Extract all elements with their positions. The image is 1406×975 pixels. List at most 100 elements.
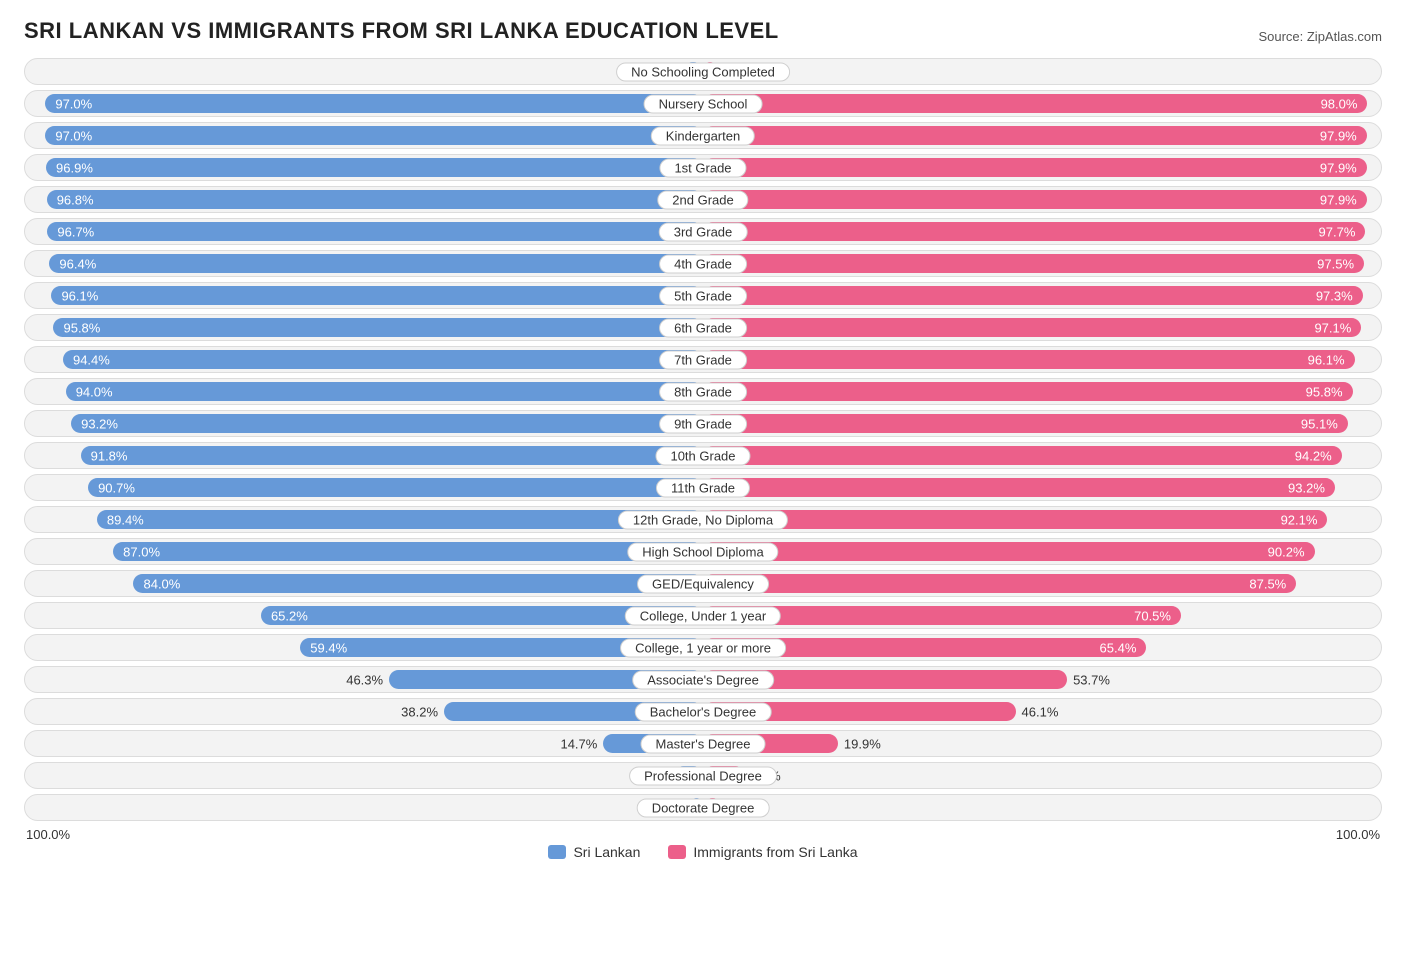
category-label: Nursery School (644, 94, 763, 113)
legend-label-left: Sri Lankan (573, 844, 640, 860)
chart-row: 97.0%98.0%Nursery School (24, 90, 1382, 117)
bar-left (81, 446, 703, 465)
pct-right: 97.3% (1316, 288, 1353, 303)
category-label: College, 1 year or more (620, 638, 786, 657)
pct-right: 96.1% (1308, 352, 1345, 367)
chart-row: 59.4%65.4%College, 1 year or more (24, 634, 1382, 661)
chart-row: 93.2% 95.1% 9th Grade (24, 410, 1382, 437)
chart-row: 96.1% 97.3% 5th Grade (24, 282, 1382, 309)
pct-right: 90.2% (1268, 544, 1305, 559)
category-label: 7th Grade (659, 350, 747, 369)
chart-row: 90.7%93.2%11th Grade (24, 474, 1382, 501)
source-attribution: Source: ZipAtlas.com (1258, 29, 1382, 44)
axis-right-max: 100.0% (1336, 827, 1380, 842)
header: SRI LANKAN VS IMMIGRANTS FROM SRI LANKA … (24, 18, 1382, 44)
chart-container: SRI LANKAN VS IMMIGRANTS FROM SRI LANKA … (0, 0, 1406, 872)
bar-right (703, 126, 1367, 145)
bar-left (51, 286, 703, 305)
chart-row: 97.0%97.9%Kindergarten (24, 122, 1382, 149)
chart-row: 84.0%87.5%GED/Equivalency (24, 570, 1382, 597)
category-label: 2nd Grade (657, 190, 748, 209)
pct-right: 92.1% (1281, 512, 1318, 527)
category-label: High School Diploma (627, 542, 778, 561)
bar-left (66, 382, 703, 401)
chart-row: 96.7%97.7%3rd Grade (24, 218, 1382, 245)
pct-right: 95.1% (1301, 416, 1338, 431)
chart-row: 87.0% 90.2% High School Diploma (24, 538, 1382, 565)
chart-row: 4.3%6.2%Professional Degree (24, 762, 1382, 789)
legend-item-left: Sri Lankan (548, 844, 640, 860)
bar-right (703, 94, 1367, 113)
pct-left: 87.0% (123, 544, 160, 559)
pct-left: 94.4% (73, 352, 110, 367)
chart-row: 91.8%94.2%10th Grade (24, 442, 1382, 469)
pct-left: 94.0% (76, 384, 113, 399)
legend-label-right: Immigrants from Sri Lanka (693, 844, 857, 860)
category-label: 9th Grade (659, 414, 747, 433)
source-name: ZipAtlas.com (1307, 29, 1382, 44)
source-prefix: Source: (1258, 29, 1306, 44)
pct-right: 65.4% (1100, 640, 1137, 655)
pct-right: 97.7% (1319, 224, 1356, 239)
axis-left-max: 100.0% (26, 827, 70, 842)
category-label: No Schooling Completed (616, 62, 790, 81)
legend-swatch-left (548, 845, 566, 859)
pct-right: 97.9% (1320, 192, 1357, 207)
pct-left: 95.8% (63, 320, 100, 335)
bar-left (47, 222, 703, 241)
pct-right: 97.5% (1317, 256, 1354, 271)
bar-right (703, 318, 1361, 337)
bar-left (49, 254, 703, 273)
bar-left (113, 542, 703, 561)
chart-row: 94.0%95.8%8th Grade (24, 378, 1382, 405)
bar-right (703, 254, 1364, 273)
category-label: Professional Degree (629, 766, 777, 785)
bar-right (703, 222, 1365, 241)
category-label: 10th Grade (655, 446, 750, 465)
pct-left: 65.2% (271, 608, 308, 623)
chart-row: 96.8% 97.9% 2nd Grade (24, 186, 1382, 213)
bar-left (46, 158, 703, 177)
pct-left: 38.2% (401, 704, 438, 719)
category-label: 4th Grade (659, 254, 747, 273)
category-label: Master's Degree (641, 734, 766, 753)
x-axis: 100.0% 100.0% (24, 821, 1382, 842)
pct-left: 89.4% (107, 512, 144, 527)
chart-row: 46.3%53.7%Associate's Degree (24, 666, 1382, 693)
pct-right: 97.9% (1320, 160, 1357, 175)
bar-right (703, 414, 1348, 433)
pct-left: 93.2% (81, 416, 118, 431)
bar-left (71, 414, 703, 433)
pct-left: 97.0% (55, 96, 92, 111)
category-label: 8th Grade (659, 382, 747, 401)
pct-right: 70.5% (1134, 608, 1171, 623)
pct-right: 93.2% (1288, 480, 1325, 495)
category-label: Kindergarten (651, 126, 755, 145)
legend-swatch-right (668, 845, 686, 859)
category-label: 5th Grade (659, 286, 747, 305)
bar-right (703, 446, 1342, 465)
pct-right: 19.9% (844, 736, 881, 751)
chart-row: 89.4% 92.1% 12th Grade, No Diploma (24, 506, 1382, 533)
bar-right (703, 158, 1367, 177)
chart-row: 94.4% 96.1% 7th Grade (24, 346, 1382, 373)
category-label: GED/Equivalency (637, 574, 769, 593)
bar-left (45, 94, 703, 113)
pct-left: 96.1% (61, 288, 98, 303)
chart-row: 96.9%97.9%1st Grade (24, 154, 1382, 181)
bar-left (45, 126, 703, 145)
bar-left (53, 318, 703, 337)
pct-right: 87.5% (1249, 576, 1286, 591)
bar-right (703, 190, 1367, 209)
category-label: 3rd Grade (659, 222, 748, 241)
category-label: Doctorate Degree (637, 798, 770, 817)
pct-right: 46.1% (1022, 704, 1059, 719)
pct-right: 94.2% (1295, 448, 1332, 463)
category-label: 12th Grade, No Diploma (618, 510, 788, 529)
chart-row: 3.0%2.0%No Schooling Completed (24, 58, 1382, 85)
bar-right (703, 542, 1315, 561)
chart-row: 14.7%19.9%Master's Degree (24, 730, 1382, 757)
pct-left: 96.8% (57, 192, 94, 207)
pct-left: 97.0% (55, 128, 92, 143)
category-label: 1st Grade (659, 158, 746, 177)
